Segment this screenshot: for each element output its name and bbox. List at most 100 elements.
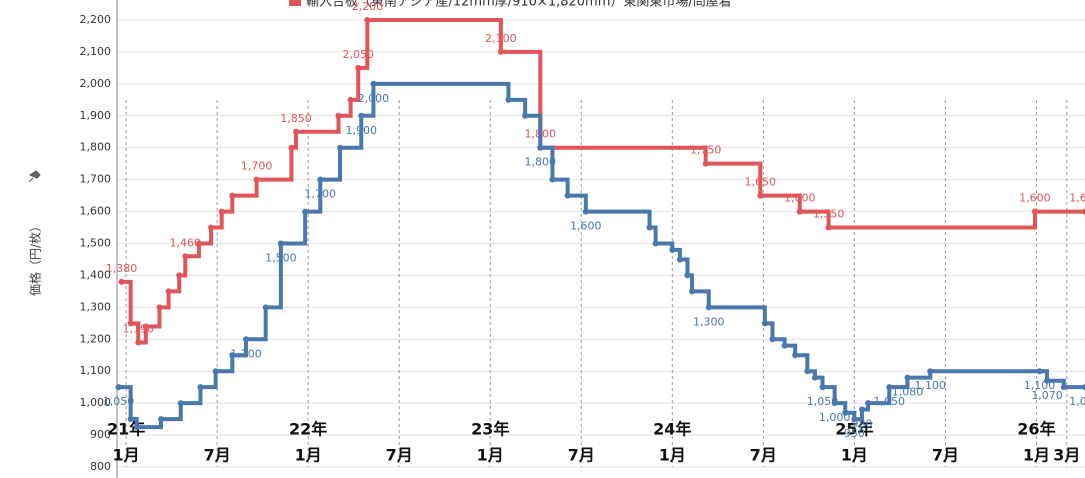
x-tick-label: 1月 [659,446,686,465]
point [195,240,202,247]
value-label: 1,050 [1069,395,1085,408]
legend-label: 輸入合板（東南アジア産/12mm厚/910×1,820mm）東関東市場/問屋着 [306,0,732,10]
point [337,144,344,151]
point [811,374,818,381]
point [253,176,260,183]
value-label: 1,800 [525,156,557,169]
x-tick-label: 3月 [1053,446,1080,465]
point [317,176,324,183]
point [761,320,768,327]
value-label: 1,200 [230,347,262,360]
value-label: 2,100 [485,32,517,45]
value-label: 1,190 [122,322,154,335]
point [370,80,377,87]
y-tick-label: 1,300 [80,300,112,313]
value-label: 1,750 [690,144,722,157]
point [669,246,676,253]
point [229,192,236,199]
value-label: 1,600 [784,192,816,205]
value-label: 1,380 [106,262,138,275]
point [858,406,865,413]
value-label: 1,080 [892,386,924,399]
point [886,384,893,391]
value-label: 1,600 [570,220,602,233]
point [1044,377,1051,384]
point [842,409,849,416]
point [831,400,838,407]
point [364,17,371,23]
value-label: 950 [844,427,865,440]
point [165,288,172,295]
legend-swatch [289,0,301,6]
point [158,416,164,423]
x-tick-label: 1月 [295,446,322,465]
point [497,48,504,55]
point [288,144,295,151]
value-label: 1,900 [346,124,378,137]
value-label: 1,700 [241,160,273,173]
y-tick-label: 2,000 [80,77,112,90]
point [825,224,832,231]
value-label: 980 [851,418,872,431]
point [792,352,799,359]
point [177,400,184,407]
point [176,272,183,279]
point [865,400,872,407]
x-tick-label: 7月 [750,446,777,465]
y-tick-label: 2,100 [80,45,112,58]
y-tick-label: 1,000 [80,396,112,409]
y-tick-label: 1,700 [80,173,112,186]
point [135,339,142,346]
point [537,144,544,151]
point [1036,368,1043,375]
x-tick-label: 7月 [204,446,231,465]
point [796,208,803,215]
point [582,208,589,215]
value-label: 2,200 [352,0,384,13]
point [684,272,691,279]
point [1082,384,1085,391]
point [652,240,659,247]
x-year-label: 23年 [471,420,509,439]
point [1082,208,1085,215]
x-year-label: 26年 [1017,420,1055,439]
point [355,64,362,71]
value-label: 1,600 [1019,192,1051,205]
y-tick-label: 1,100 [80,364,112,377]
x-year-label: 22年 [289,420,327,439]
value-label: 1,050 [874,395,906,408]
point [505,96,512,103]
value-label: 1,070 [1031,389,1063,402]
point [118,278,125,285]
point [293,128,300,135]
point [156,304,163,311]
series-line [118,81,1085,430]
point [781,342,788,349]
point [702,160,709,167]
value-label: 1,650 [745,176,777,189]
y-tick-label: 1,600 [80,205,112,218]
point [904,374,911,381]
point [819,384,826,391]
value-label: 1,500 [265,252,297,265]
value-label: 1,050 [103,395,135,408]
point [335,112,342,119]
value-label: 2,000 [358,92,390,105]
y-tick-label: 900 [90,428,111,441]
x-tick-label: 1月 [1023,446,1050,465]
point [676,256,683,263]
value-label: 2,050 [342,48,374,61]
value-label: 1,550 [813,208,845,221]
series-line [121,18,1085,345]
point [522,112,529,119]
point [212,368,219,375]
x-tick-label: 7月 [386,446,413,465]
point [757,192,764,199]
point [851,416,858,423]
x-year-label: 24年 [653,420,691,439]
point [804,368,811,375]
point [705,304,712,311]
x-tick-label: 1月 [113,446,140,465]
x-tick-label: 1月 [841,446,868,465]
